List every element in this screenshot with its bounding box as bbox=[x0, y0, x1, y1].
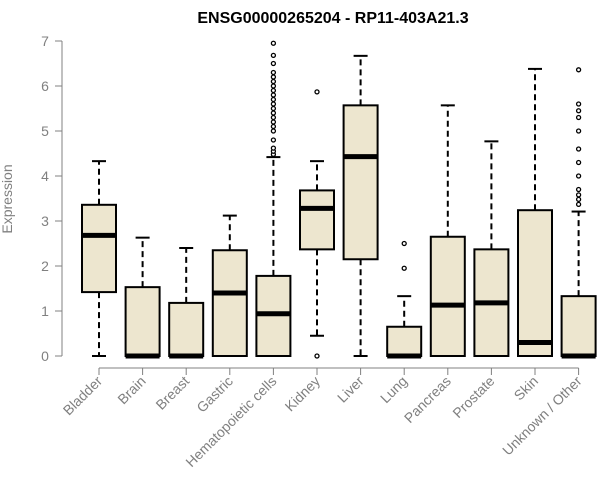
outlier-point bbox=[270, 52, 277, 59]
iqr-box bbox=[560, 295, 597, 357]
y-tick-label: 3 bbox=[41, 213, 49, 229]
outlier-point bbox=[270, 105, 277, 112]
outlier-point bbox=[575, 146, 582, 152]
outlier-point bbox=[270, 145, 277, 151]
outlier-point bbox=[575, 101, 582, 107]
outlier-point bbox=[270, 101, 277, 107]
outlier-point bbox=[575, 128, 582, 134]
box-breast bbox=[168, 247, 205, 359]
iqr-box bbox=[168, 301, 205, 357]
box-bladder bbox=[81, 160, 117, 357]
box-liver bbox=[342, 54, 379, 357]
outlier-point bbox=[314, 353, 320, 359]
outlier-point bbox=[575, 173, 582, 179]
outlier-point bbox=[270, 123, 277, 130]
y-tick-label: 1 bbox=[41, 303, 49, 319]
iqr-box bbox=[299, 189, 335, 251]
outlier-point bbox=[270, 114, 277, 121]
y-axis: 0 1 2 3 4 5 6 7 bbox=[41, 33, 63, 364]
outlier-point bbox=[314, 89, 320, 95]
outlier-point bbox=[270, 69, 277, 76]
x-tick-label: Brain bbox=[114, 373, 148, 407]
x-tick-label: Skin bbox=[511, 373, 542, 404]
outlier-point bbox=[575, 159, 582, 166]
y-axis-label: Expression bbox=[0, 164, 15, 233]
outlier-point bbox=[270, 78, 277, 85]
outlier-point bbox=[270, 40, 277, 46]
box-brain bbox=[124, 236, 161, 359]
box-lung bbox=[386, 240, 423, 359]
x-tick-label: Gastric bbox=[193, 373, 236, 416]
outlier-point bbox=[270, 60, 277, 67]
chart-title: ENSG00000265204 - RP11-403A21.3 bbox=[197, 10, 468, 27]
outlier-point bbox=[575, 114, 582, 121]
iqr-box bbox=[211, 249, 248, 357]
iqr-box bbox=[342, 104, 379, 261]
outlier-point bbox=[401, 240, 407, 247]
outlier-point bbox=[575, 192, 582, 198]
box-skin bbox=[517, 67, 553, 357]
box-gastric bbox=[211, 214, 248, 357]
box-prostate bbox=[473, 140, 510, 358]
x-tick-label: Lung bbox=[377, 373, 410, 406]
outlier-point bbox=[270, 74, 277, 80]
iqr-box bbox=[429, 235, 466, 357]
x-tick-label: Unknown / Other bbox=[499, 373, 585, 459]
box-unknown-other bbox=[560, 67, 597, 359]
y-tick-label: 4 bbox=[41, 168, 49, 184]
outlier-point bbox=[270, 110, 277, 116]
outlier-point bbox=[575, 108, 582, 114]
outlier-point bbox=[270, 119, 277, 125]
x-tick-label: Bladder bbox=[60, 373, 106, 419]
y-tick-label: 2 bbox=[41, 258, 49, 274]
y-tick-label: 6 bbox=[41, 78, 49, 94]
box-pancreas bbox=[429, 104, 466, 357]
iqr-box bbox=[81, 203, 117, 294]
x-tick-label: Breast bbox=[152, 373, 192, 413]
x-tick-label: Liver bbox=[334, 373, 367, 406]
box-hematopoietic-cells bbox=[255, 40, 292, 357]
outlier-point bbox=[575, 201, 582, 208]
x-tick-label: Kidney bbox=[282, 373, 324, 415]
outlier-point bbox=[270, 137, 277, 143]
iqr-box bbox=[386, 325, 423, 357]
outlier-point bbox=[270, 83, 277, 89]
outlier-point bbox=[575, 186, 582, 193]
outlier-point bbox=[270, 92, 277, 98]
y-tick-label: 5 bbox=[41, 123, 49, 139]
boxes-group bbox=[81, 40, 597, 359]
x-tick-label: Pancreas bbox=[401, 373, 454, 426]
iqr-box bbox=[517, 209, 553, 357]
outlier-point bbox=[575, 67, 582, 73]
y-tick-label: 0 bbox=[41, 348, 49, 364]
outlier-point bbox=[270, 128, 277, 134]
iqr-box bbox=[124, 286, 161, 357]
x-tick-label: Prostate bbox=[449, 373, 497, 421]
y-tick-label: 7 bbox=[41, 33, 49, 49]
outlier-point bbox=[401, 265, 407, 271]
outlier-point bbox=[270, 87, 277, 94]
outlier-point bbox=[575, 196, 582, 203]
box-kidney bbox=[299, 89, 335, 359]
outlier-point bbox=[270, 96, 277, 103]
